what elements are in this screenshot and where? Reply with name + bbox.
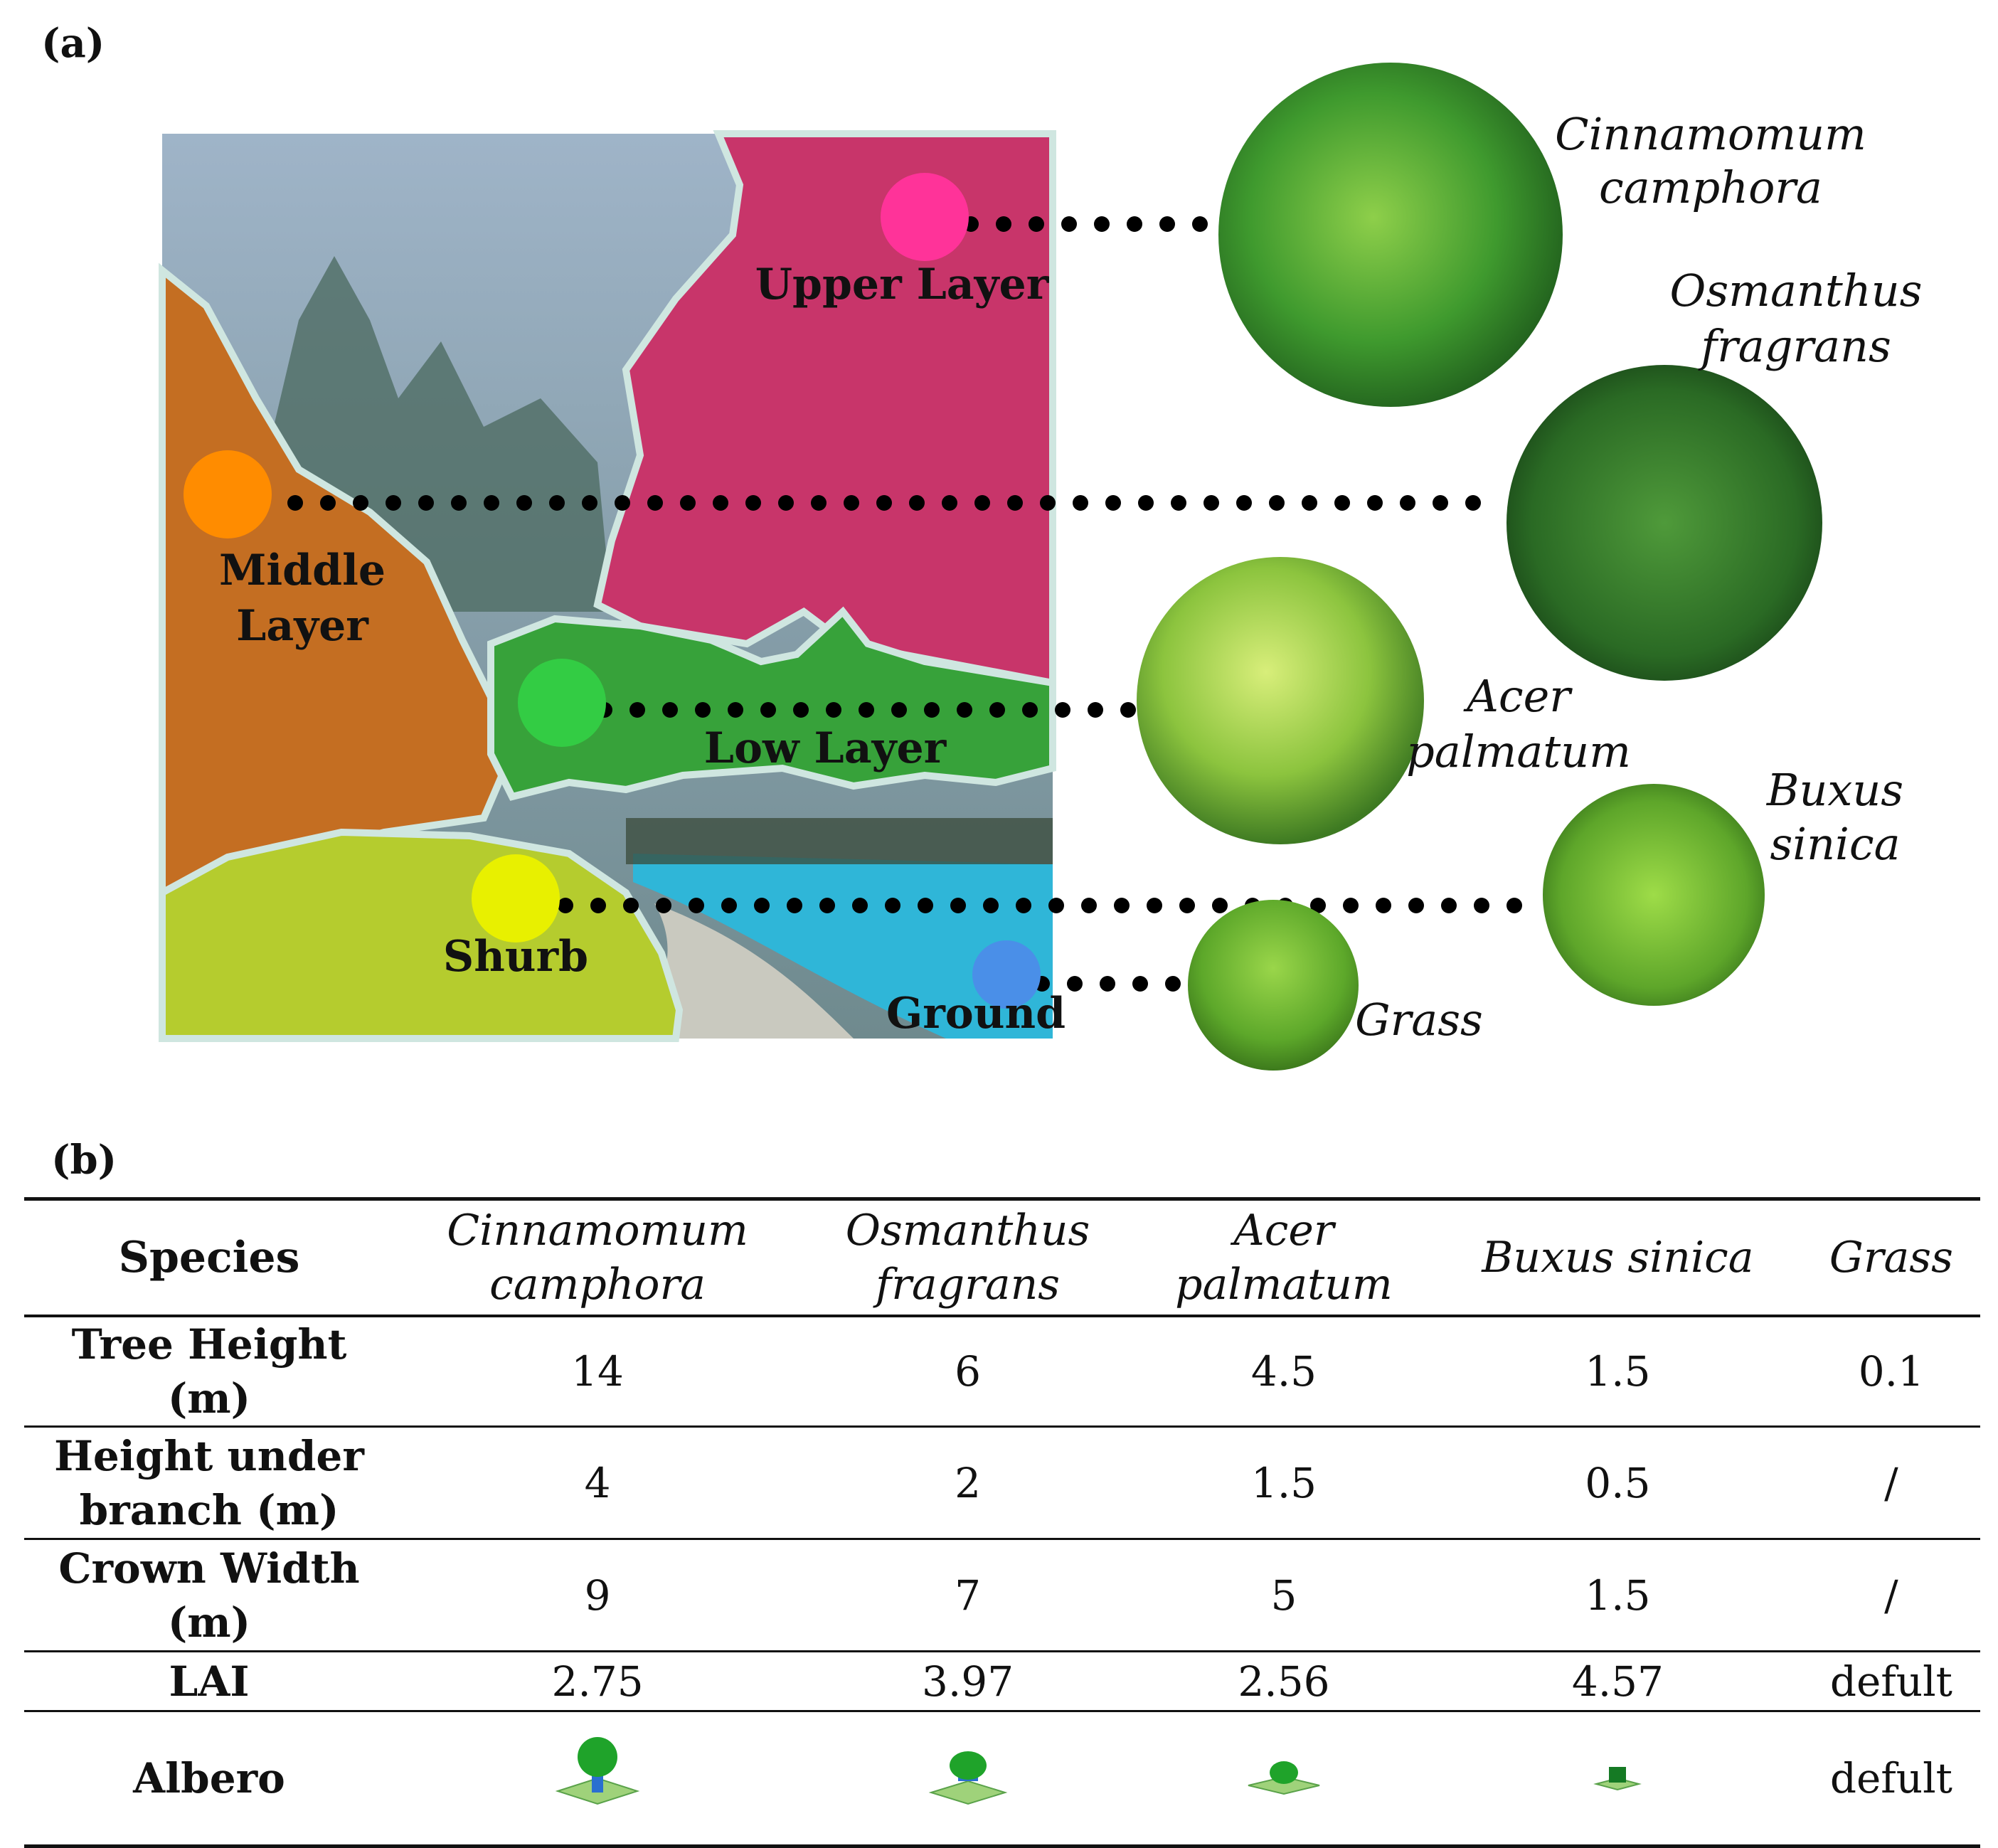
panel-b-label: (b) (51, 1137, 117, 1184)
table-cell (1433, 1711, 1802, 1848)
header-text: Buxus sinica (1482, 1233, 1754, 1283)
row-label: Crown Width (m) (24, 1539, 394, 1652)
upper-layer-marker (881, 173, 969, 261)
header-cinnamomum: Cinnamomum camphora (394, 1197, 802, 1317)
table-header-row: Species Cinnamomum camphora Osmanthus frag… (24, 1197, 1980, 1317)
species-label-acer-line2: palmatum (1406, 726, 1631, 777)
header-text: Acer (1233, 1206, 1334, 1255)
table-row: Albero def (24, 1711, 1980, 1848)
pool-area (633, 854, 1053, 1039)
ground-label: Ground (886, 989, 1066, 1039)
walkway (626, 903, 854, 1039)
cinnamomum-camphora-photo (1218, 63, 1563, 407)
table-row: Crown Width (m) 9 7 5 1.5 / (24, 1539, 1980, 1652)
header-text: fragrans (876, 1260, 1061, 1310)
table-cell: 1.5 (1134, 1426, 1433, 1540)
header-acer: Acer palmatum (1134, 1197, 1433, 1317)
ground-marker (972, 940, 1041, 1009)
species-label-buxus-line1: Buxus (1766, 764, 1903, 816)
table-cell: 7 (801, 1539, 1134, 1652)
table-cell (1134, 1711, 1433, 1848)
shrub-marker (472, 854, 560, 942)
table-cell: / (1802, 1426, 1980, 1540)
table-cell: 1.5 (1433, 1316, 1802, 1428)
table-cell: 0.5 (1433, 1426, 1802, 1540)
species-label-grass: Grass (1355, 994, 1483, 1046)
albero-tree-icon (928, 1751, 1007, 1805)
shrub-label: Shurb (443, 932, 588, 982)
table-cell (801, 1711, 1134, 1848)
table-cell (394, 1711, 802, 1848)
table-cell: 4.5 (1134, 1316, 1433, 1428)
acer-palmatum-photo (1137, 557, 1424, 844)
buxus-sinica-photo (1543, 784, 1765, 1006)
table-cell: defult (1802, 1651, 1980, 1712)
table-cell: 2.56 (1134, 1651, 1433, 1712)
header-osmanthus: Osmanthus fragrans (801, 1197, 1134, 1317)
table-cell: 2 (801, 1426, 1134, 1540)
header-text: Osmanthus (845, 1206, 1090, 1255)
header-species: Species (24, 1197, 394, 1317)
upper-layer-label: Upper Layer (755, 260, 1050, 309)
header-grass: Grass (1802, 1197, 1980, 1317)
row-label-text: (m) (167, 1598, 251, 1647)
table-row: Height under branch (m) 4 2 1.5 0.5 / (24, 1426, 1980, 1540)
table-cell: 6 (801, 1316, 1134, 1428)
table-cell: 2.75 (394, 1651, 802, 1712)
table-cell: 4.57 (1433, 1651, 1802, 1712)
table-cell: 9 (394, 1539, 802, 1652)
row-label: Tree Height (m) (24, 1316, 394, 1428)
grass-photo (1188, 900, 1359, 1071)
row-label-text: Tree Height (m) (71, 1320, 347, 1423)
row-label-albero: Albero (24, 1711, 394, 1848)
row-label-text: branch (m) (79, 1485, 339, 1534)
row-label-text: Height under (54, 1431, 364, 1480)
table-cell: defult (1802, 1711, 1980, 1848)
table-row: Tree Height (m) 14 6 4.5 1.5 0.1 (24, 1316, 1980, 1428)
row-label: Height under branch (m) (24, 1426, 394, 1540)
species-label-cinnamomum-line2: camphora (1599, 161, 1822, 213)
species-label-osmanthus-line1: Osmanthus (1670, 265, 1923, 317)
albero-tree-icon (1248, 1761, 1320, 1795)
row-label: LAI (24, 1651, 394, 1712)
table-cell: 5 (1134, 1539, 1433, 1652)
middle-layer-label-line1: Middle (219, 546, 386, 595)
header-text: Cinnamomum (447, 1206, 748, 1255)
header-buxus: Buxus sinica (1433, 1197, 1802, 1317)
table-cell: / (1802, 1539, 1980, 1652)
header-text: palmatum (1175, 1260, 1393, 1310)
species-parameter-table: Species Cinnamomum camphora Osmanthus frag… (24, 1197, 1980, 1848)
middle-layer-marker (184, 450, 272, 538)
species-label-cinnamomum-line1: Cinnamomum (1555, 108, 1866, 160)
osmanthus-fragrans-photo (1507, 365, 1822, 681)
low-layer-label: Low Layer (704, 723, 947, 773)
middle-layer-label-line2: Layer (236, 601, 369, 651)
species-label-buxus-line2: sinica (1770, 818, 1900, 870)
albero-tree-icon (555, 1737, 640, 1805)
table-cell: 14 (394, 1316, 802, 1428)
species-label-acer-line1: Acer (1463, 670, 1573, 722)
table-cell: 0.1 (1802, 1316, 1980, 1428)
header-text: camphora (489, 1260, 706, 1310)
vegetation-layer-diagram: Upper Layer Middle Layer Low Layer Shurb… (159, 63, 1923, 1071)
header-text: Grass (1829, 1233, 1953, 1283)
table-cell: 1.5 (1433, 1539, 1802, 1652)
table-row: LAI 2.75 3.97 2.56 4.57 defult (24, 1651, 1980, 1712)
albero-shrub-icon (1593, 1767, 1642, 1791)
low-layer-marker (518, 659, 606, 747)
table-cell: 4 (394, 1426, 802, 1540)
fence-area (626, 818, 1053, 864)
row-label-text: Crown Width (58, 1544, 360, 1593)
table-cell: 3.97 (801, 1651, 1134, 1712)
species-label-osmanthus-line2: fragrans (1698, 320, 1891, 372)
panel-a-label: (a) (41, 20, 105, 67)
row-label-text: LAI (169, 1657, 250, 1706)
